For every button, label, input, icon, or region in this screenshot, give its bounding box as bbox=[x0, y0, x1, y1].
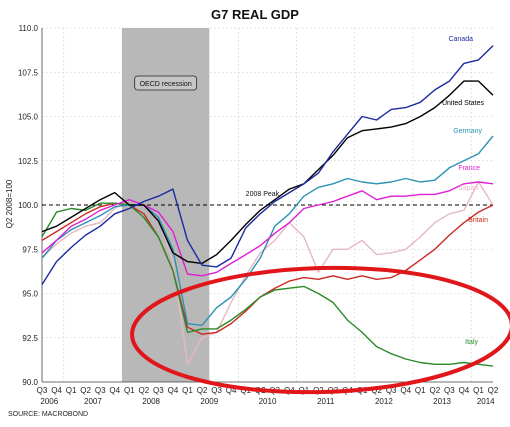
x-tick-label: Q1 bbox=[473, 386, 484, 395]
x-tick-label: Q4 bbox=[226, 386, 237, 395]
x-year-label: 2007 bbox=[84, 397, 102, 406]
red-ellipse-annotation bbox=[130, 265, 510, 395]
source-note: SOURCE: MACROBOND bbox=[8, 411, 88, 418]
x-tick-label: Q3 bbox=[386, 386, 397, 395]
series-label-united-states: United States bbox=[442, 100, 485, 107]
y-tick-label: 90.0 bbox=[22, 378, 38, 387]
recession-label-box bbox=[134, 75, 198, 91]
y-tick-label: 110.0 bbox=[19, 24, 39, 33]
series-label-italy: Italy bbox=[465, 339, 478, 346]
y-tick-label: 92.5 bbox=[22, 334, 38, 343]
y-tick-label: 100.0 bbox=[18, 201, 39, 210]
x-tick-label: Q2 bbox=[488, 386, 499, 395]
series-labels: 2008 Peak Canada United States Germany Franc… bbox=[246, 36, 488, 346]
series-lines bbox=[41, 45, 494, 367]
x-tick-label: Q2 bbox=[197, 386, 208, 395]
x-year-label: 2014 bbox=[477, 397, 495, 406]
reference-line-label: 2008 Peak bbox=[246, 191, 280, 198]
x-year-label: 2008 bbox=[142, 397, 160, 406]
x-tick-label: Q2 bbox=[371, 386, 382, 395]
recession-label: OECD recession bbox=[140, 81, 192, 88]
y-tick-label: 107.5 bbox=[18, 68, 39, 77]
x-tick-label: Q1 bbox=[182, 386, 193, 395]
annotation-layer bbox=[130, 265, 510, 395]
y-tick-label: 95.0 bbox=[22, 290, 38, 299]
x-year-label: 2011 bbox=[317, 397, 335, 406]
x-tick-label: Q1 bbox=[66, 386, 77, 395]
series-label-canada: Canada bbox=[448, 36, 473, 43]
x-tick-label: Q2 bbox=[139, 386, 150, 395]
y-tick-label: 102.5 bbox=[18, 157, 39, 166]
x-tick-label: Q3 bbox=[153, 386, 164, 395]
series-line-germany bbox=[41, 135, 494, 327]
y-tick-label: 105.0 bbox=[18, 113, 39, 122]
x-tick-label: Q2 bbox=[80, 386, 91, 395]
series-line-france bbox=[41, 181, 494, 277]
x-year-label: 2013 bbox=[433, 397, 451, 406]
x-year-label: 2006 bbox=[40, 397, 58, 406]
x-tick-label: Q1 bbox=[415, 386, 426, 395]
x-tick-label: Q4 bbox=[459, 386, 470, 395]
x-tick-label: Q4 bbox=[400, 386, 411, 395]
y-axis-label: Q2 2008=100 bbox=[5, 179, 14, 228]
x-year-label: 2010 bbox=[259, 397, 277, 406]
x-tick-label: Q3 bbox=[211, 386, 222, 395]
x-tick-label: Q4 bbox=[168, 386, 179, 395]
x-tick-label: Q3 bbox=[444, 386, 455, 395]
x-tick-label: Q4 bbox=[51, 386, 62, 395]
x-tick-label: Q3 bbox=[37, 386, 48, 395]
series-label-japan: Japan bbox=[459, 185, 478, 192]
chart-title: G7 REAL GDP bbox=[211, 7, 299, 22]
x-tick-label: Q2 bbox=[429, 386, 440, 395]
x-year-label: 2012 bbox=[375, 397, 393, 406]
y-tick-label: 97.5 bbox=[22, 245, 38, 254]
series-line-canada bbox=[41, 45, 494, 285]
series-line-united-states bbox=[41, 80, 494, 265]
x-year-label: 2009 bbox=[200, 397, 218, 406]
series-label-france: France bbox=[458, 165, 480, 172]
x-tick-label: Q4 bbox=[109, 386, 120, 395]
x-tick-label: Q1 bbox=[124, 386, 135, 395]
series-label-britain: Britain bbox=[468, 217, 488, 224]
x-tick-label: Q3 bbox=[95, 386, 106, 395]
series-label-germany: Germany bbox=[453, 128, 482, 135]
